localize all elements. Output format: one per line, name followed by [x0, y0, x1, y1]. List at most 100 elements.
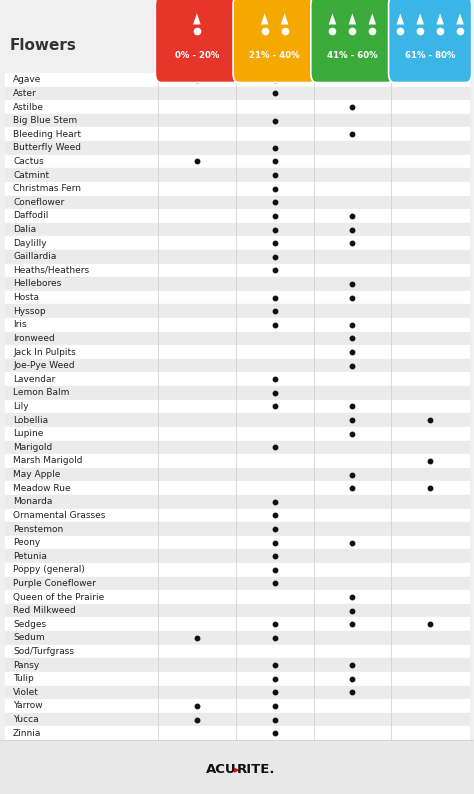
Bar — [5, 141, 469, 155]
Polygon shape — [436, 13, 444, 25]
Bar — [5, 672, 469, 685]
Text: Tulip: Tulip — [13, 674, 34, 684]
Bar — [5, 441, 469, 454]
Text: Penstemon: Penstemon — [13, 525, 63, 534]
Text: Lavendar: Lavendar — [13, 375, 55, 384]
Text: Flowers: Flowers — [10, 38, 77, 53]
Polygon shape — [261, 13, 268, 25]
Bar — [5, 182, 469, 195]
Bar — [5, 414, 469, 427]
Bar — [5, 468, 469, 481]
Bar — [5, 590, 469, 604]
Bar — [5, 549, 469, 563]
Text: Pansy: Pansy — [13, 661, 39, 669]
Text: Lobellia: Lobellia — [13, 415, 48, 425]
Text: Meadow Rue: Meadow Rue — [13, 484, 71, 492]
Text: 41% - 60%: 41% - 60% — [327, 52, 378, 60]
Polygon shape — [281, 13, 288, 25]
Bar — [5, 155, 469, 168]
Bar — [0, 740, 474, 794]
Text: May Apple: May Apple — [13, 470, 60, 479]
Bar — [5, 87, 469, 100]
Text: Peony: Peony — [13, 538, 40, 547]
Bar — [5, 304, 469, 318]
Text: Marigold: Marigold — [13, 443, 52, 452]
Text: Sedum: Sedum — [13, 634, 45, 642]
Polygon shape — [416, 13, 424, 25]
Bar — [5, 359, 469, 372]
Text: Hyssop: Hyssop — [13, 306, 46, 316]
Text: 21% - 40%: 21% - 40% — [249, 52, 300, 60]
Bar — [5, 100, 469, 114]
Text: Hosta: Hosta — [13, 293, 39, 302]
Text: Aster: Aster — [13, 89, 37, 98]
Text: 61% - 80%: 61% - 80% — [405, 52, 456, 60]
Text: Gaillardia: Gaillardia — [13, 252, 56, 261]
Bar — [5, 618, 469, 631]
FancyBboxPatch shape — [155, 0, 238, 83]
Text: Petunia: Petunia — [13, 552, 47, 561]
Bar — [5, 454, 469, 468]
Bar — [5, 277, 469, 291]
Text: Lily: Lily — [13, 402, 28, 411]
Bar — [5, 345, 469, 359]
Bar — [5, 713, 469, 727]
Bar — [5, 522, 469, 536]
Text: Catmint: Catmint — [13, 171, 49, 179]
Text: Sedges: Sedges — [13, 620, 46, 629]
Bar — [5, 237, 469, 250]
Text: Zinnia: Zinnia — [13, 729, 41, 738]
Text: Heaths/Heathers: Heaths/Heathers — [13, 266, 89, 275]
Text: Jack In Pulpits: Jack In Pulpits — [13, 348, 76, 357]
Bar — [5, 645, 469, 658]
Text: Daffodil: Daffodil — [13, 211, 48, 221]
Text: Queen of the Prairie: Queen of the Prairie — [13, 592, 104, 602]
Bar — [5, 386, 469, 399]
Bar — [5, 427, 469, 441]
Bar — [5, 291, 469, 304]
Text: Yucca: Yucca — [13, 715, 38, 724]
Text: Big Blue Stem: Big Blue Stem — [13, 116, 77, 125]
Bar — [5, 195, 469, 209]
Bar — [5, 250, 469, 264]
Text: Agave: Agave — [13, 75, 41, 84]
Text: Iris: Iris — [13, 320, 27, 330]
Bar — [5, 685, 469, 700]
Bar — [5, 318, 469, 332]
Text: Violet: Violet — [13, 688, 39, 697]
Text: Hellebores: Hellebores — [13, 279, 61, 288]
Bar — [5, 168, 469, 182]
Bar — [5, 563, 469, 576]
Bar — [5, 264, 469, 277]
Text: Cactus: Cactus — [13, 157, 44, 166]
FancyBboxPatch shape — [311, 0, 394, 83]
Polygon shape — [368, 13, 376, 25]
Bar — [5, 209, 469, 223]
Text: Joe-Pye Weed: Joe-Pye Weed — [13, 361, 74, 370]
Text: Coneflower: Coneflower — [13, 198, 64, 206]
Text: Astilbe: Astilbe — [13, 102, 44, 111]
Bar — [5, 495, 469, 509]
Text: Poppy (general): Poppy (general) — [13, 565, 85, 574]
Polygon shape — [396, 13, 404, 25]
Bar — [5, 658, 469, 672]
Text: ▸: ▸ — [234, 765, 240, 775]
Text: Butterfly Weed: Butterfly Weed — [13, 144, 81, 152]
Bar — [5, 604, 469, 618]
Bar — [5, 576, 469, 590]
Text: Lupine: Lupine — [13, 430, 44, 438]
Bar — [5, 114, 469, 128]
Bar — [5, 128, 469, 141]
Text: Monarda: Monarda — [13, 497, 52, 507]
Text: Lemon Balm: Lemon Balm — [13, 388, 69, 397]
Polygon shape — [348, 13, 356, 25]
FancyBboxPatch shape — [389, 0, 472, 83]
Bar — [5, 631, 469, 645]
Text: Purple Coneflower: Purple Coneflower — [13, 579, 96, 588]
Bar — [5, 399, 469, 414]
Text: Daylilly: Daylilly — [13, 239, 46, 248]
Bar — [5, 223, 469, 237]
Bar — [5, 727, 469, 740]
Text: Dalia: Dalia — [13, 225, 36, 234]
Polygon shape — [193, 13, 201, 25]
